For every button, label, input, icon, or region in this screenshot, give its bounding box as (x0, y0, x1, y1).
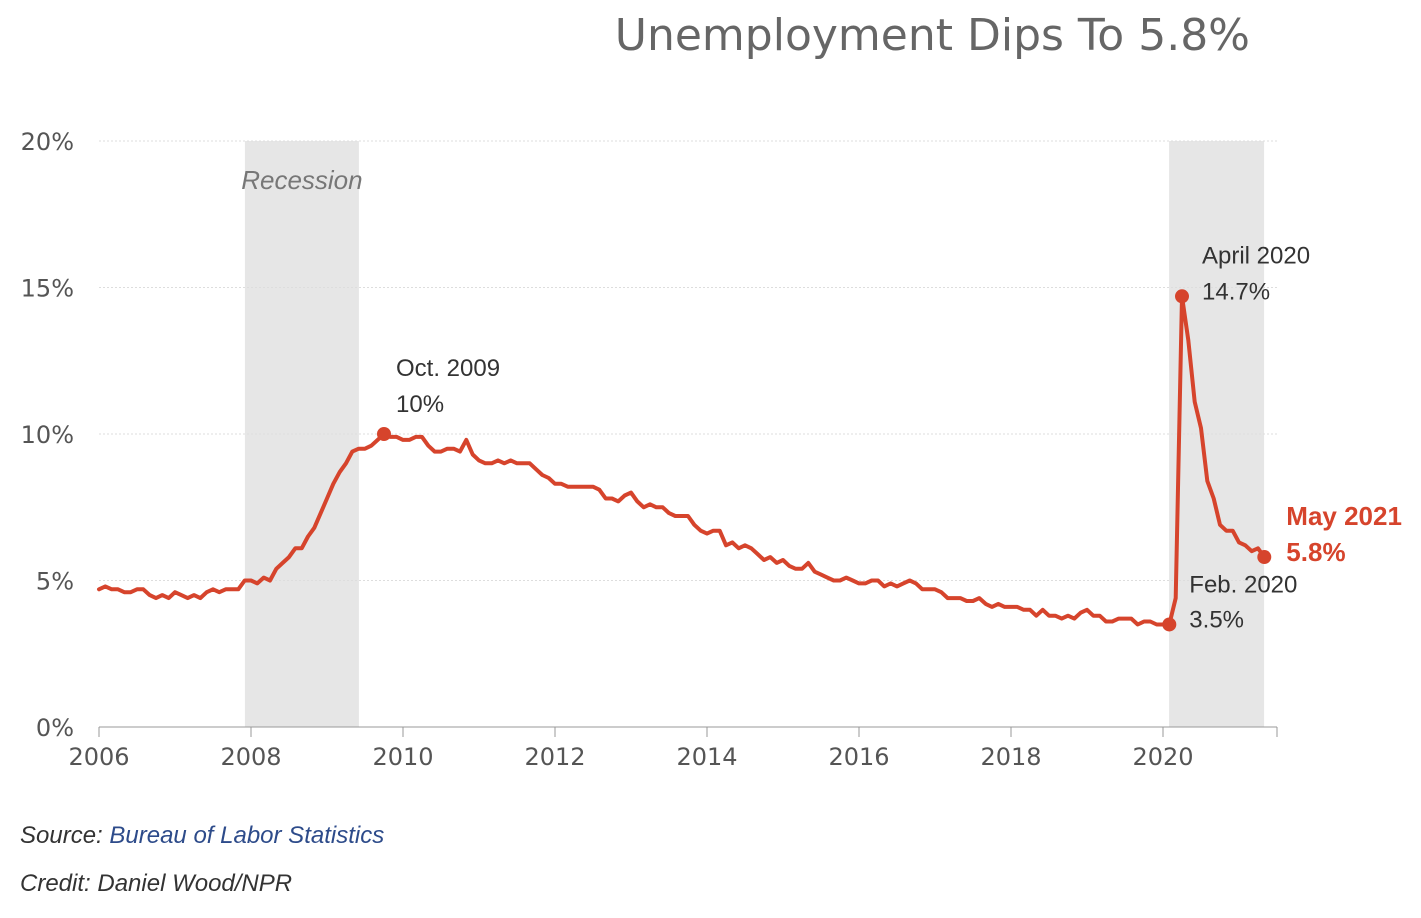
annotation-point (1175, 289, 1189, 304)
series-lines (97, 294, 1267, 627)
gridlines (99, 140, 1277, 581)
y-tick-label: 20% (21, 128, 74, 156)
x-tick-label: 2018 (980, 743, 1041, 771)
annotation-point (377, 427, 391, 441)
y-tick-label: 15% (21, 275, 74, 303)
annotation-date: Feb. 2020 (1189, 571, 1297, 598)
x-tick-label: 2010 (372, 743, 433, 771)
x-tick-label: 2016 (828, 743, 889, 771)
annotation-value: 3.5% (1189, 606, 1244, 633)
x-tick-label: 2012 (524, 743, 585, 771)
recession-band (244, 141, 359, 727)
annotation-points (377, 289, 1272, 632)
x-tick-label: 2020 (1132, 743, 1193, 771)
chart-title: Unemployment Dips To 5.8% (614, 10, 1250, 61)
source-line: Source: Bureau of Labor Statistics (20, 822, 384, 870)
annotation-labels: Oct. 2009 10% April 2020 14.7% Feb. 2020 3.5%… (396, 242, 1402, 633)
y-tick-label: 0% (36, 714, 74, 742)
annotation-value: 10% (396, 391, 444, 418)
annotation-date: April 2020 (1202, 242, 1310, 269)
annotation-date: Oct. 2009 (396, 355, 500, 382)
x-tick-label: 2006 (68, 743, 129, 771)
x-tick-label: 2008 (220, 743, 281, 771)
y-tick-label: 5% (36, 568, 74, 596)
annotation-value: 5.8% (1286, 537, 1345, 567)
x-axis: 2006 2008 2010 2012 2014 2016 2018 2020 (68, 726, 1278, 771)
credit-line: Credit: Daniel Wood/NPR (20, 870, 293, 897)
source-prefix: Source: (20, 822, 110, 849)
recession-label: Recession (241, 165, 362, 195)
annotation-value: 14.7% (1202, 278, 1270, 305)
x-tick-label: 2014 (676, 743, 737, 771)
unemployment-line (97, 294, 1267, 627)
annotation-point (1162, 617, 1177, 632)
y-axis-ticks: 0% 5% 10% 15% 20% (21, 128, 74, 742)
source-link[interactable]: Bureau of Labor Statistics (109, 822, 385, 849)
annotation-point (1257, 550, 1272, 565)
y-tick-label: 10% (21, 421, 74, 449)
annotation-date: May 2021 (1286, 501, 1402, 531)
footer: Source: Bureau of Labor Statistics Credi… (20, 822, 384, 918)
